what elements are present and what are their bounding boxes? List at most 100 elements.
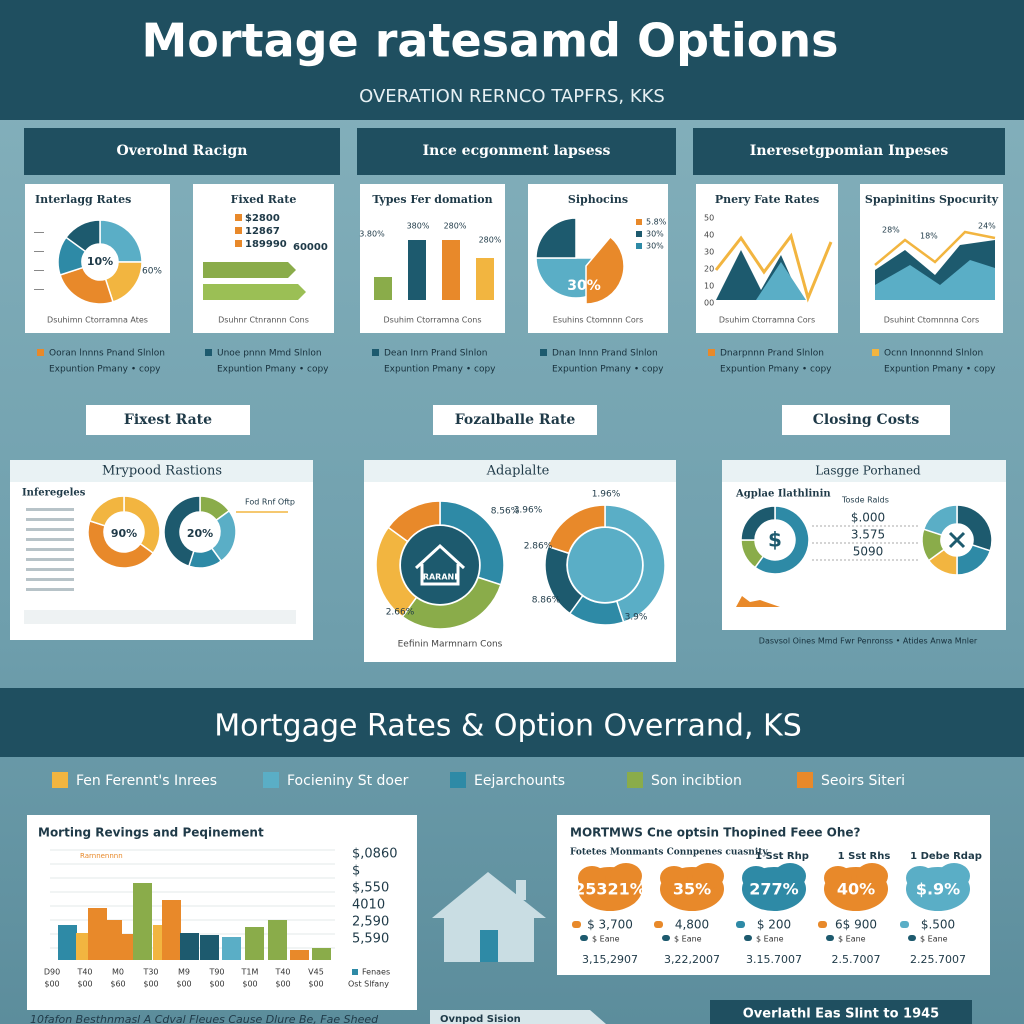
chart-label: 18% bbox=[920, 232, 938, 241]
header-band bbox=[0, 0, 1024, 120]
x-label: T40 bbox=[76, 968, 92, 977]
legend-text: Ooran lnnns Pnand Slnlon bbox=[49, 349, 165, 359]
x-label: $00 bbox=[44, 980, 59, 989]
badge-value: 35% bbox=[673, 880, 711, 899]
chart-label: 60% bbox=[142, 267, 162, 277]
legend-swatch bbox=[352, 969, 358, 975]
line bbox=[714, 232, 833, 303]
badge-cloud bbox=[824, 866, 852, 890]
badge-cloud bbox=[742, 866, 770, 890]
mini-area bbox=[736, 596, 780, 607]
bar bbox=[114, 934, 133, 960]
axis-label: 00 bbox=[704, 299, 714, 308]
x-label: $60 bbox=[110, 980, 125, 989]
badge-small: $ Eane bbox=[756, 935, 784, 944]
legend-text: Unoe pnnn Mmd Slnlon bbox=[217, 349, 322, 359]
x-label: T40 bbox=[274, 968, 290, 977]
legend-swatch bbox=[235, 227, 242, 234]
line bbox=[874, 230, 996, 266]
badge-head: 1 Sst Rhs bbox=[838, 851, 891, 862]
legend-swatch bbox=[540, 349, 547, 356]
bar bbox=[290, 950, 309, 960]
band bbox=[0, 688, 1024, 757]
bar bbox=[58, 925, 77, 960]
text-line bbox=[26, 568, 74, 571]
x-label: $00 bbox=[242, 980, 257, 989]
axis-label: 40 bbox=[704, 231, 714, 240]
panel-head bbox=[10, 460, 313, 482]
bar bbox=[180, 933, 199, 960]
chart-label: 90% bbox=[111, 527, 137, 540]
chart-label: 3.80% bbox=[359, 230, 385, 239]
legend-swatch bbox=[450, 772, 466, 788]
x-label: $00 bbox=[77, 980, 92, 989]
footer-box-text: Overlathl Eas Slint to 1945 bbox=[743, 1007, 939, 1022]
badge-date: 3.15.7007 bbox=[746, 953, 802, 966]
text-line bbox=[26, 548, 74, 551]
chart-label: 280% bbox=[479, 236, 502, 245]
card-footer: Dsuhim Ctorramna Cors bbox=[719, 316, 815, 325]
badge-value: 40% bbox=[837, 880, 875, 899]
axis-tick bbox=[34, 232, 44, 233]
area bbox=[875, 260, 995, 300]
card-footer: Esuhins Ctomnnn Cors bbox=[553, 316, 643, 325]
x-label: $00 bbox=[275, 980, 290, 989]
legend-text: Fen Ferennt's Inrees bbox=[76, 773, 217, 789]
arrow-bar bbox=[203, 262, 296, 278]
chart-label: $.000 bbox=[851, 511, 885, 525]
donut-segment bbox=[87, 519, 155, 569]
axis-label: 10 bbox=[704, 282, 714, 291]
badge-dot bbox=[736, 921, 745, 928]
panel-footer: Eefinin Marmnarn Cons bbox=[398, 640, 503, 650]
bar-card-title: Morting Revings and Peqinement bbox=[38, 826, 264, 840]
badge-dot bbox=[826, 935, 834, 941]
section-header bbox=[357, 128, 676, 175]
chart-label: 3.96% bbox=[514, 506, 543, 516]
legend-text: Expuntion Pmany • copy bbox=[384, 365, 496, 375]
section-title: Overolnd Racign bbox=[117, 143, 248, 159]
legend-text: Expuntion Pmany • copy bbox=[884, 365, 996, 375]
legend-swatch bbox=[627, 772, 643, 788]
value-label: $ bbox=[352, 864, 360, 879]
section-title: Ineresetgpomian Inpeses bbox=[750, 143, 949, 159]
chart-label: 380% bbox=[407, 222, 430, 231]
footer-text: 10fafon Besthnmasl A Cdval Fleues Cause … bbox=[30, 1013, 379, 1024]
house-chimney bbox=[516, 880, 526, 900]
donut-segment bbox=[922, 504, 958, 537]
chart-label: 189990 bbox=[245, 239, 287, 250]
house-icon bbox=[414, 543, 466, 586]
donut-segment bbox=[59, 266, 114, 305]
footer-tab bbox=[430, 1010, 606, 1024]
text-line bbox=[26, 518, 74, 521]
legend-swatch bbox=[636, 243, 642, 249]
badge-cloud bbox=[938, 863, 970, 889]
legend-text: Seoirs Siteri bbox=[821, 773, 905, 789]
badge-head: 1 Debe Rdap bbox=[910, 851, 982, 862]
label-box bbox=[433, 405, 597, 435]
value-label: $,0860 bbox=[352, 847, 398, 862]
section-header bbox=[24, 128, 340, 175]
card bbox=[193, 184, 334, 333]
axis-tick bbox=[34, 270, 44, 271]
chart-label: 5.8% bbox=[646, 218, 667, 227]
fees-title: MORTMWS Cne optsin Thopined Feee Ohe? bbox=[570, 826, 861, 840]
text-line bbox=[26, 538, 74, 541]
label-box bbox=[86, 405, 250, 435]
card-title: Fixed Rate bbox=[231, 193, 297, 206]
card-footer: Dsuhimn Ctorramna Ates bbox=[47, 316, 148, 325]
legend-swatch bbox=[235, 214, 242, 221]
dollar-sign: $ bbox=[768, 528, 782, 552]
arrow-bar bbox=[203, 284, 306, 300]
chart-label: 28% bbox=[882, 226, 900, 235]
text-line bbox=[26, 578, 74, 581]
bar bbox=[312, 948, 331, 960]
label-text: Fozalballe Rate bbox=[455, 412, 576, 428]
legend-swatch bbox=[205, 349, 212, 356]
page-subtitle: OVERATION RERNCO TAPFRS, KKS bbox=[359, 86, 665, 107]
value-label: $,550 bbox=[352, 881, 389, 896]
bar bbox=[442, 240, 460, 300]
value-label: 5,590 bbox=[352, 932, 389, 947]
chart-label: 20% bbox=[187, 527, 213, 540]
legend-text: Dnan Innn Prand Slnlon bbox=[552, 349, 658, 359]
